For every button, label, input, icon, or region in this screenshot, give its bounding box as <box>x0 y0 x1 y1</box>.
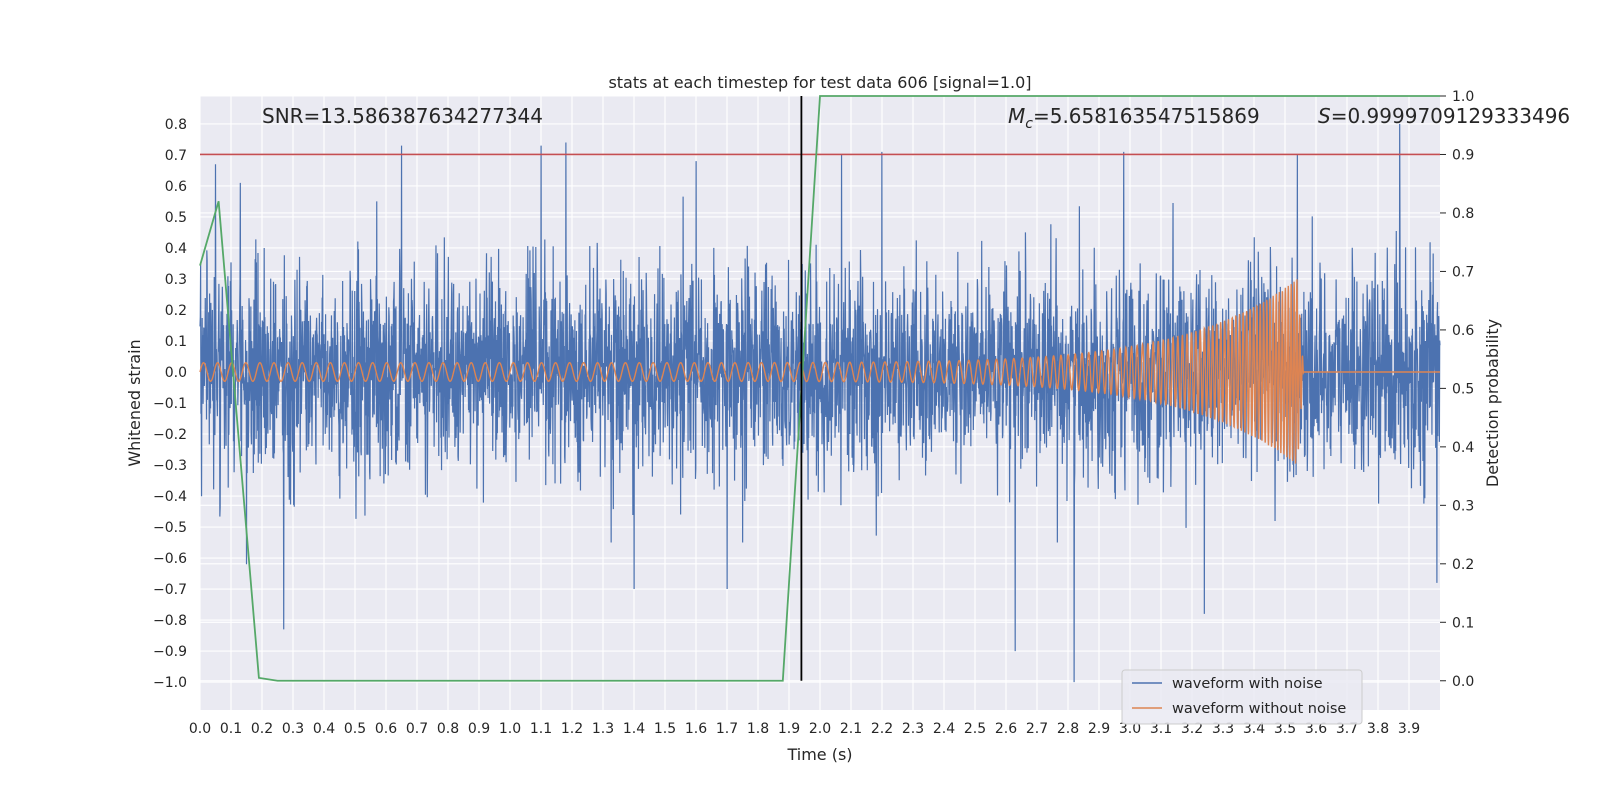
y2-tick-label: 0.6 <box>1452 323 1474 339</box>
x-tick-label: 1.9 <box>778 721 800 737</box>
x-tick-label: 0.5 <box>344 721 366 737</box>
x-tick-label: 1.1 <box>530 721 552 737</box>
x-tick-label: 3.5 <box>1274 721 1296 737</box>
y-tick-label: 0.3 <box>165 272 187 288</box>
x-tick-label: 1.5 <box>654 721 676 737</box>
x-axis-label: Time (s) <box>786 745 852 764</box>
y-tick-label: 0.5 <box>165 210 187 226</box>
y2-tick-label: 0.1 <box>1452 615 1474 631</box>
x-tick-label: 2.4 <box>933 721 955 737</box>
y-tick-label: 0.1 <box>165 334 187 350</box>
x-tick-label: 0.7 <box>406 721 428 737</box>
y-tick-label: −0.2 <box>153 427 187 443</box>
x-tick-label: 2.5 <box>964 721 986 737</box>
y-tick-label: 0.4 <box>165 241 187 257</box>
y-tick-label: 0.8 <box>165 117 187 133</box>
y-tick-label: −0.5 <box>153 520 187 536</box>
chart-title: stats at each timestep for test data 606… <box>608 73 1031 92</box>
x-tick-label: 0.8 <box>437 721 459 737</box>
y2-axis-label: Detection probability <box>1483 319 1502 487</box>
chirp-mass-subscript: c <box>1025 116 1033 132</box>
x-tick-label: 0.0 <box>189 721 211 737</box>
x-tick-label: 3.9 <box>1398 721 1420 737</box>
x-tick-label: 0.6 <box>375 721 397 737</box>
x-tick-label: 2.2 <box>871 721 893 737</box>
y-axis-label: Whitened strain <box>125 339 144 466</box>
x-tick-label: 1.2 <box>561 721 583 737</box>
y2-ticks: 1.0 0.9 0.8 0.7 0.6 0.5 0.4 0.3 0.2 0.1 0.0 <box>1440 89 1474 690</box>
x-tick-label: 2.0 <box>809 721 831 737</box>
score-symbol: S <box>1318 104 1331 128</box>
y-tick-label: −0.4 <box>153 489 187 505</box>
x-tick-label: 1.6 <box>685 721 707 737</box>
y-tick-label: 0.0 <box>165 365 187 381</box>
x-tick-label: 3.3 <box>1212 721 1234 737</box>
y-tick-label: −0.8 <box>153 613 187 629</box>
x-tick-label: 3.6 <box>1305 721 1327 737</box>
x-tick-label: 0.2 <box>251 721 273 737</box>
x-tick-label: 1.7 <box>716 721 738 737</box>
y2-tick-label: 0.9 <box>1452 147 1474 163</box>
snr-annotation: SNR=13.586387634277344 <box>262 104 543 128</box>
legend-label-clean: waveform without noise <box>1172 701 1346 717</box>
y-tick-label: 0.2 <box>165 303 187 319</box>
x-ticks: 0.0 0.1 0.2 0.3 0.4 0.5 0.6 0.7 0.8 0.9 1.0 1.1 1.2 1… <box>189 721 1420 737</box>
x-tick-label: 3.0 <box>1119 721 1141 737</box>
y2-tick-label: 0.4 <box>1452 440 1474 456</box>
y-tick-label: −1.0 <box>153 675 187 691</box>
y2-tick-label: 0.5 <box>1452 381 1474 397</box>
y-tick-label: −0.6 <box>153 551 187 567</box>
y-tick-label: 0.7 <box>165 148 187 164</box>
y-tick-label: −0.7 <box>153 582 187 598</box>
y2-tick-label: 0.7 <box>1452 264 1474 280</box>
x-tick-label: 2.9 <box>1088 721 1110 737</box>
chirp-mass-annotation: Mc=5.658163547515869 <box>1008 104 1260 132</box>
y-tick-label: 0.6 <box>165 179 187 195</box>
series-line-waveform-without-noise <box>199 279 1440 464</box>
y2-tick-label: 0.8 <box>1452 206 1474 222</box>
x-tick-label: 1.3 <box>592 721 614 737</box>
x-tick-label: 2.1 <box>840 721 862 737</box>
x-tick-label: 3.8 <box>1367 721 1389 737</box>
x-tick-label: 0.3 <box>282 721 304 737</box>
legend-box <box>1121 669 1363 725</box>
x-tick-label: 0.9 <box>468 721 490 737</box>
x-tick-label: 3.7 <box>1336 721 1358 737</box>
score-annotation: S=0.9999709129333496 <box>1318 104 1570 128</box>
x-tick-label: 0.1 <box>220 721 242 737</box>
x-tick-label: 3.1 <box>1150 721 1172 737</box>
x-tick-label: 3.4 <box>1243 721 1265 737</box>
x-tick-label: 3.2 <box>1181 721 1203 737</box>
x-tick-label: 1.8 <box>747 721 769 737</box>
x-tick-label: 2.6 <box>995 721 1017 737</box>
x-tick-label: 2.8 <box>1057 721 1079 737</box>
y2-tick-label: 0.2 <box>1452 557 1474 573</box>
score-value: =0.9999709129333496 <box>1331 104 1570 128</box>
chirp-mass-value: =5.658163547515869 <box>1033 104 1260 128</box>
y-ticks: 0.8 0.7 0.6 0.5 0.4 0.3 0.2 0.1 0.0 −0.1 −0.2 −0.3 −… <box>153 117 187 691</box>
y2-tick-label: 1.0 <box>1452 89 1474 105</box>
series-line-detection-probability <box>199 95 1440 682</box>
legend: waveform with noise waveform without noi… <box>1121 669 1363 725</box>
x-tick-label: 0.4 <box>313 721 335 737</box>
y2-tick-label: 0.0 <box>1452 674 1474 690</box>
x-tick-label: 2.7 <box>1026 721 1048 737</box>
y2-tick-label: 0.3 <box>1452 498 1474 514</box>
y-tick-label: −0.1 <box>153 396 187 412</box>
x-tick-label: 2.3 <box>902 721 924 737</box>
chirp-mass-symbol: M <box>1008 104 1025 128</box>
x-tick-label: 1.0 <box>499 721 521 737</box>
series-layer <box>199 95 1441 683</box>
legend-label-noisy: waveform with noise <box>1172 676 1323 692</box>
y-tick-label: −0.9 <box>153 644 187 660</box>
x-tick-label: 1.4 <box>623 721 645 737</box>
y-tick-label: −0.3 <box>153 458 187 474</box>
